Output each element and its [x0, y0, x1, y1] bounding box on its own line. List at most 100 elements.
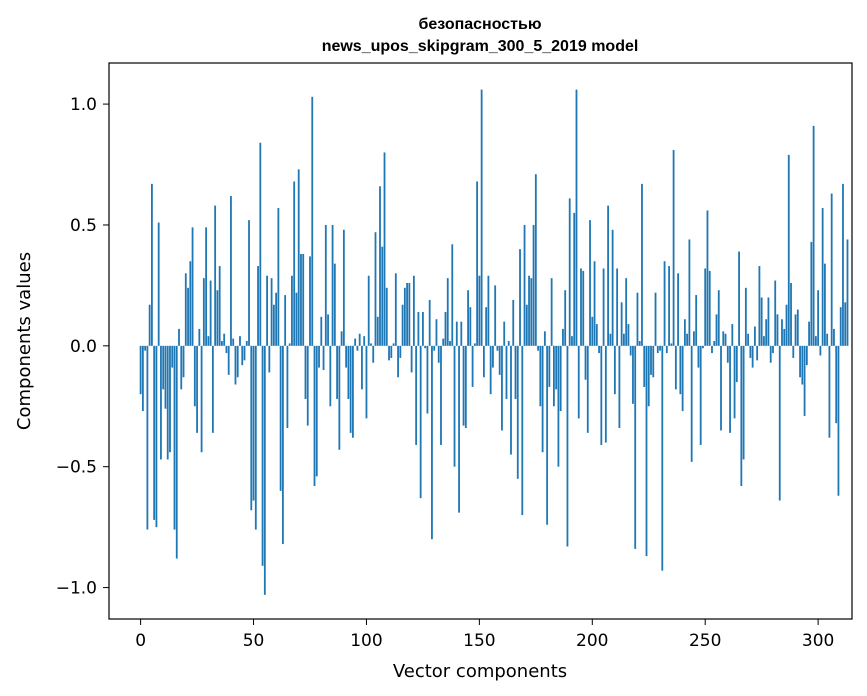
bar	[528, 275, 530, 346]
bar	[309, 256, 311, 346]
bar	[830, 193, 833, 346]
bar	[674, 345, 677, 390]
bar	[266, 275, 268, 346]
bar	[735, 345, 738, 383]
bar	[284, 295, 287, 346]
bar	[175, 345, 178, 559]
bar	[162, 345, 165, 390]
bar	[792, 345, 795, 358]
bar	[171, 345, 174, 368]
bar	[519, 249, 521, 346]
bar	[462, 345, 465, 426]
bar	[555, 345, 558, 390]
bar	[842, 183, 844, 346]
bar	[494, 285, 497, 346]
bar	[733, 345, 736, 419]
bar	[534, 174, 537, 346]
bar	[717, 290, 720, 346]
bar	[365, 345, 368, 419]
bar	[485, 307, 488, 346]
bar	[776, 314, 779, 346]
bar	[383, 152, 386, 346]
bar	[763, 336, 765, 346]
bar	[236, 345, 239, 378]
bar	[376, 316, 379, 346]
bar	[363, 336, 366, 346]
bar	[726, 345, 729, 363]
bar	[272, 304, 275, 346]
bar	[548, 345, 551, 387]
bar	[823, 263, 826, 346]
bar	[693, 331, 695, 346]
bar	[342, 229, 345, 346]
bar	[731, 324, 734, 346]
x-tick-label: 50	[243, 631, 265, 651]
bar	[300, 253, 302, 346]
bar	[340, 331, 343, 346]
bar	[261, 345, 264, 566]
bar	[503, 321, 506, 346]
y-tick-label: −1.0	[56, 579, 97, 599]
bar	[397, 345, 399, 378]
x-tick-label: 100	[350, 631, 382, 651]
bar	[629, 345, 632, 356]
bar	[609, 333, 612, 346]
bar	[501, 345, 503, 431]
bar	[568, 198, 571, 346]
bar	[487, 275, 490, 346]
bar	[575, 89, 578, 346]
bar	[437, 345, 440, 363]
bar	[550, 278, 553, 346]
bar	[724, 333, 727, 346]
bar	[227, 345, 230, 375]
bar	[277, 208, 280, 346]
bar	[514, 345, 517, 400]
bar	[164, 345, 167, 409]
bar	[679, 345, 682, 395]
bar	[489, 345, 492, 395]
bar	[401, 304, 404, 346]
bar	[191, 227, 194, 346]
bar	[259, 142, 262, 346]
bar	[428, 299, 431, 346]
bar	[356, 345, 359, 351]
bar	[573, 212, 576, 346]
bar	[302, 253, 305, 346]
bar	[580, 268, 582, 346]
bar	[778, 345, 781, 501]
bar	[293, 181, 296, 346]
bar	[584, 345, 587, 380]
bar	[252, 345, 255, 501]
bar	[620, 302, 623, 346]
bar	[753, 326, 756, 346]
bar	[790, 282, 792, 346]
bar	[415, 345, 418, 445]
bar	[431, 345, 433, 540]
bar	[361, 345, 363, 390]
bar	[467, 290, 469, 346]
bar	[744, 287, 747, 346]
bar	[645, 345, 648, 557]
chart-title-line1: безопасностью	[418, 16, 541, 33]
bar	[320, 316, 323, 346]
bar	[525, 304, 528, 346]
bar	[426, 345, 429, 414]
bar	[182, 345, 185, 378]
bar	[668, 266, 670, 346]
bar	[769, 345, 772, 363]
bar	[767, 297, 770, 346]
bar	[345, 345, 348, 368]
bar	[566, 345, 569, 547]
bar	[600, 345, 603, 445]
bar	[166, 345, 169, 460]
bar	[435, 319, 438, 346]
bar	[315, 345, 318, 477]
y-axis-label: Components values	[14, 252, 35, 430]
bar	[155, 345, 158, 528]
bar	[498, 345, 501, 375]
bar	[178, 328, 180, 346]
bar	[388, 345, 390, 361]
bar	[239, 336, 241, 346]
bar	[839, 307, 842, 346]
bar	[559, 345, 562, 412]
